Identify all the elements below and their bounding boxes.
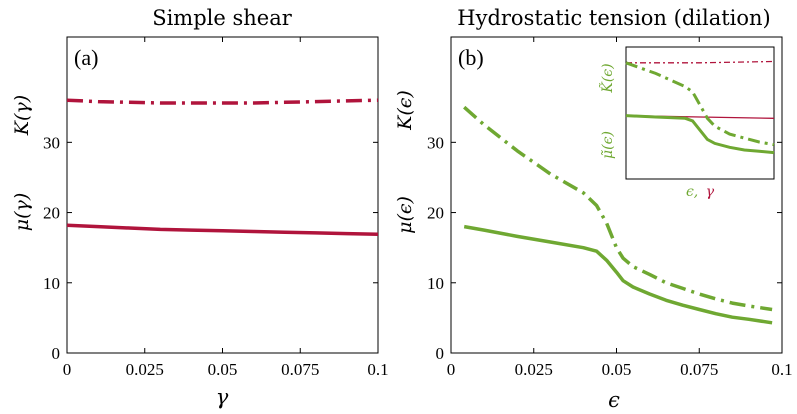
panel-a-xlabel: γ	[216, 385, 229, 409]
series-line-solid	[463, 224, 773, 325]
inset-series-line-dashdot	[625, 61, 775, 147]
panel-a-ticks: 0 0.025 0.05 0.075 0.1 0 10 20 30	[43, 37, 389, 379]
panel-a-title: Simple shear	[152, 6, 293, 30]
y-tick-label: 20	[427, 204, 444, 223]
inset-xlabel: ϵ, γ	[686, 184, 715, 200]
y-tick-label: 0	[436, 344, 445, 363]
inset-ylabel-upper: K̃(ϵ)	[598, 63, 616, 93]
y-tick-label: 10	[427, 274, 444, 293]
panel-b-label: (b)	[458, 45, 484, 70]
inset-xlabel-red: γ	[706, 184, 715, 200]
y-tick-label: 30	[43, 133, 60, 152]
panel-b-inset: K̃(ϵ) μ̃(ϵ) ϵ, γ	[598, 46, 775, 200]
panel-a-axes	[66, 36, 379, 354]
y-tick-label: 10	[43, 274, 60, 293]
panel-a-ylabel-upper: K(γ)	[11, 95, 33, 136]
x-tick-label: 0	[63, 360, 72, 379]
inset-series	[625, 60, 775, 155]
panel-b-ticks: 0 0.025 0.05 0.075 0.1 0 10 20 30	[427, 37, 793, 379]
inset-ylabel-lower: μ̃(ϵ)	[600, 131, 616, 159]
y-tick-label: 30	[427, 133, 444, 152]
panel-b-ylabel-upper: K(ϵ)	[394, 90, 416, 131]
inset-axes	[625, 46, 775, 180]
panel-a-ylabel-lower: μ(γ)	[11, 193, 33, 232]
x-tick-label: 0.075	[281, 360, 319, 379]
y-tick-label: 0	[52, 344, 61, 363]
panel-b-xlabel: ϵ	[608, 388, 620, 412]
series-line-solid	[66, 223, 379, 237]
x-tick-label: 0.025	[126, 360, 164, 379]
x-tick-label: 0.05	[208, 360, 238, 379]
panel-a-series	[66, 98, 379, 237]
x-tick-label: 0.05	[602, 360, 632, 379]
inset-series-line-dashdot	[626, 60, 775, 64]
panel-a-label: (a)	[74, 45, 98, 70]
panel-b: Hydrostatic tension (dilation) (b) K(ϵ) …	[394, 6, 793, 412]
panel-b-series	[463, 105, 773, 325]
y-tick-label: 20	[43, 204, 60, 223]
panel-b-title: Hydrostatic tension (dilation)	[457, 6, 770, 30]
x-tick-label: 0	[447, 360, 456, 379]
inset-series-line-solid	[625, 114, 775, 155]
x-tick-label: 0.1	[771, 360, 792, 379]
panel-a: Simple shear (a) K(γ) μ(γ) γ 0 0.025 0.05 0…	[11, 6, 389, 409]
panel-b-ylabel-lower: μ(ϵ)	[394, 196, 416, 234]
inset-xlabel-green: ϵ,	[686, 184, 698, 200]
series-line-dashdot	[66, 98, 379, 105]
x-tick-label: 0.025	[515, 360, 553, 379]
series-line-dashdot	[463, 105, 773, 312]
x-tick-label: 0.1	[367, 360, 388, 379]
x-tick-label: 0.075	[680, 360, 718, 379]
